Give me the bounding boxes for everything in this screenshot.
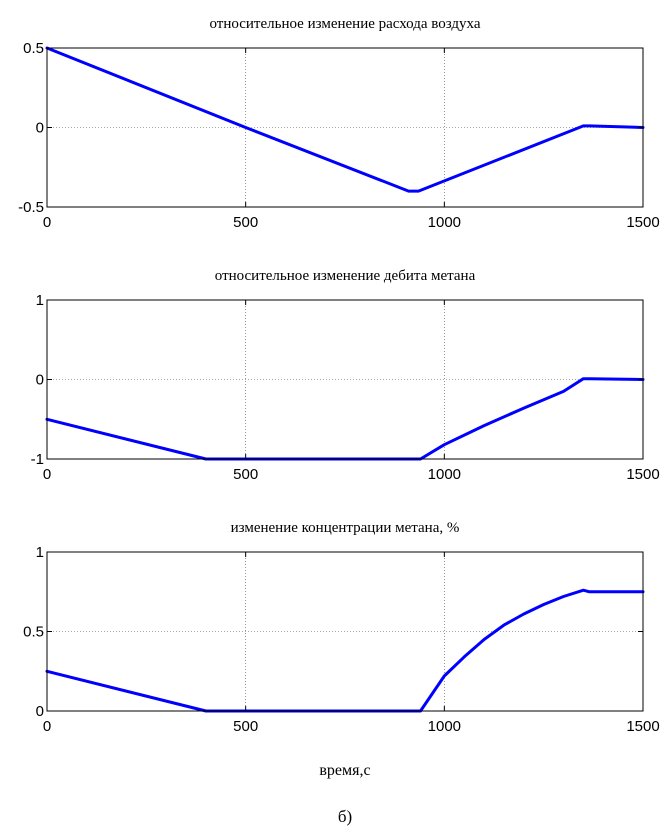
y-tick-label: 0.5 [23,40,44,57]
x-tick-label: 1500 [626,466,659,483]
x-axis-label: время,с [319,762,370,779]
y-tick-label: -0.5 [18,199,44,216]
series-line [45,588,645,713]
chart-title: изменение концентрации метана, % [231,520,460,536]
x-tick-label: 1500 [626,214,659,231]
chart-title: относительное изменение дебита метана [215,268,476,284]
y-tick-label: 0 [36,120,44,137]
x-tick-label: 500 [233,214,258,231]
x-tick-label: 0 [43,718,51,735]
series-line [45,46,645,193]
y-tick-label: 1 [36,544,44,561]
y-tick-label: -1 [31,451,44,468]
x-tick-label: 1000 [428,214,461,231]
y-tick-label: 0 [36,372,44,389]
chart-panel-1: относительное изменение расхода воздуха 0… [18,16,660,231]
x-tick-label: 1000 [428,466,461,483]
chart-panel-3: изменение концентрации метана, % 0 500 1000… [23,520,660,735]
series-line [45,377,645,461]
chart-title: относительное изменение расхода воздуха [209,16,480,32]
x-tick-label: 1000 [428,718,461,735]
x-tick-label: 0 [43,214,51,231]
y-tick-label: 1 [36,292,44,309]
x-tick-label: 500 [233,466,258,483]
chart-panel-2: относительное изменение дебита метана 0 50… [31,268,660,483]
x-tick-label: 1500 [626,718,659,735]
figure-caption: б) [338,807,352,826]
x-tick-label: 0 [43,466,51,483]
y-tick-label: 0.5 [23,624,44,641]
y-tick-label: 0 [36,703,44,720]
x-tick-label: 500 [233,718,258,735]
